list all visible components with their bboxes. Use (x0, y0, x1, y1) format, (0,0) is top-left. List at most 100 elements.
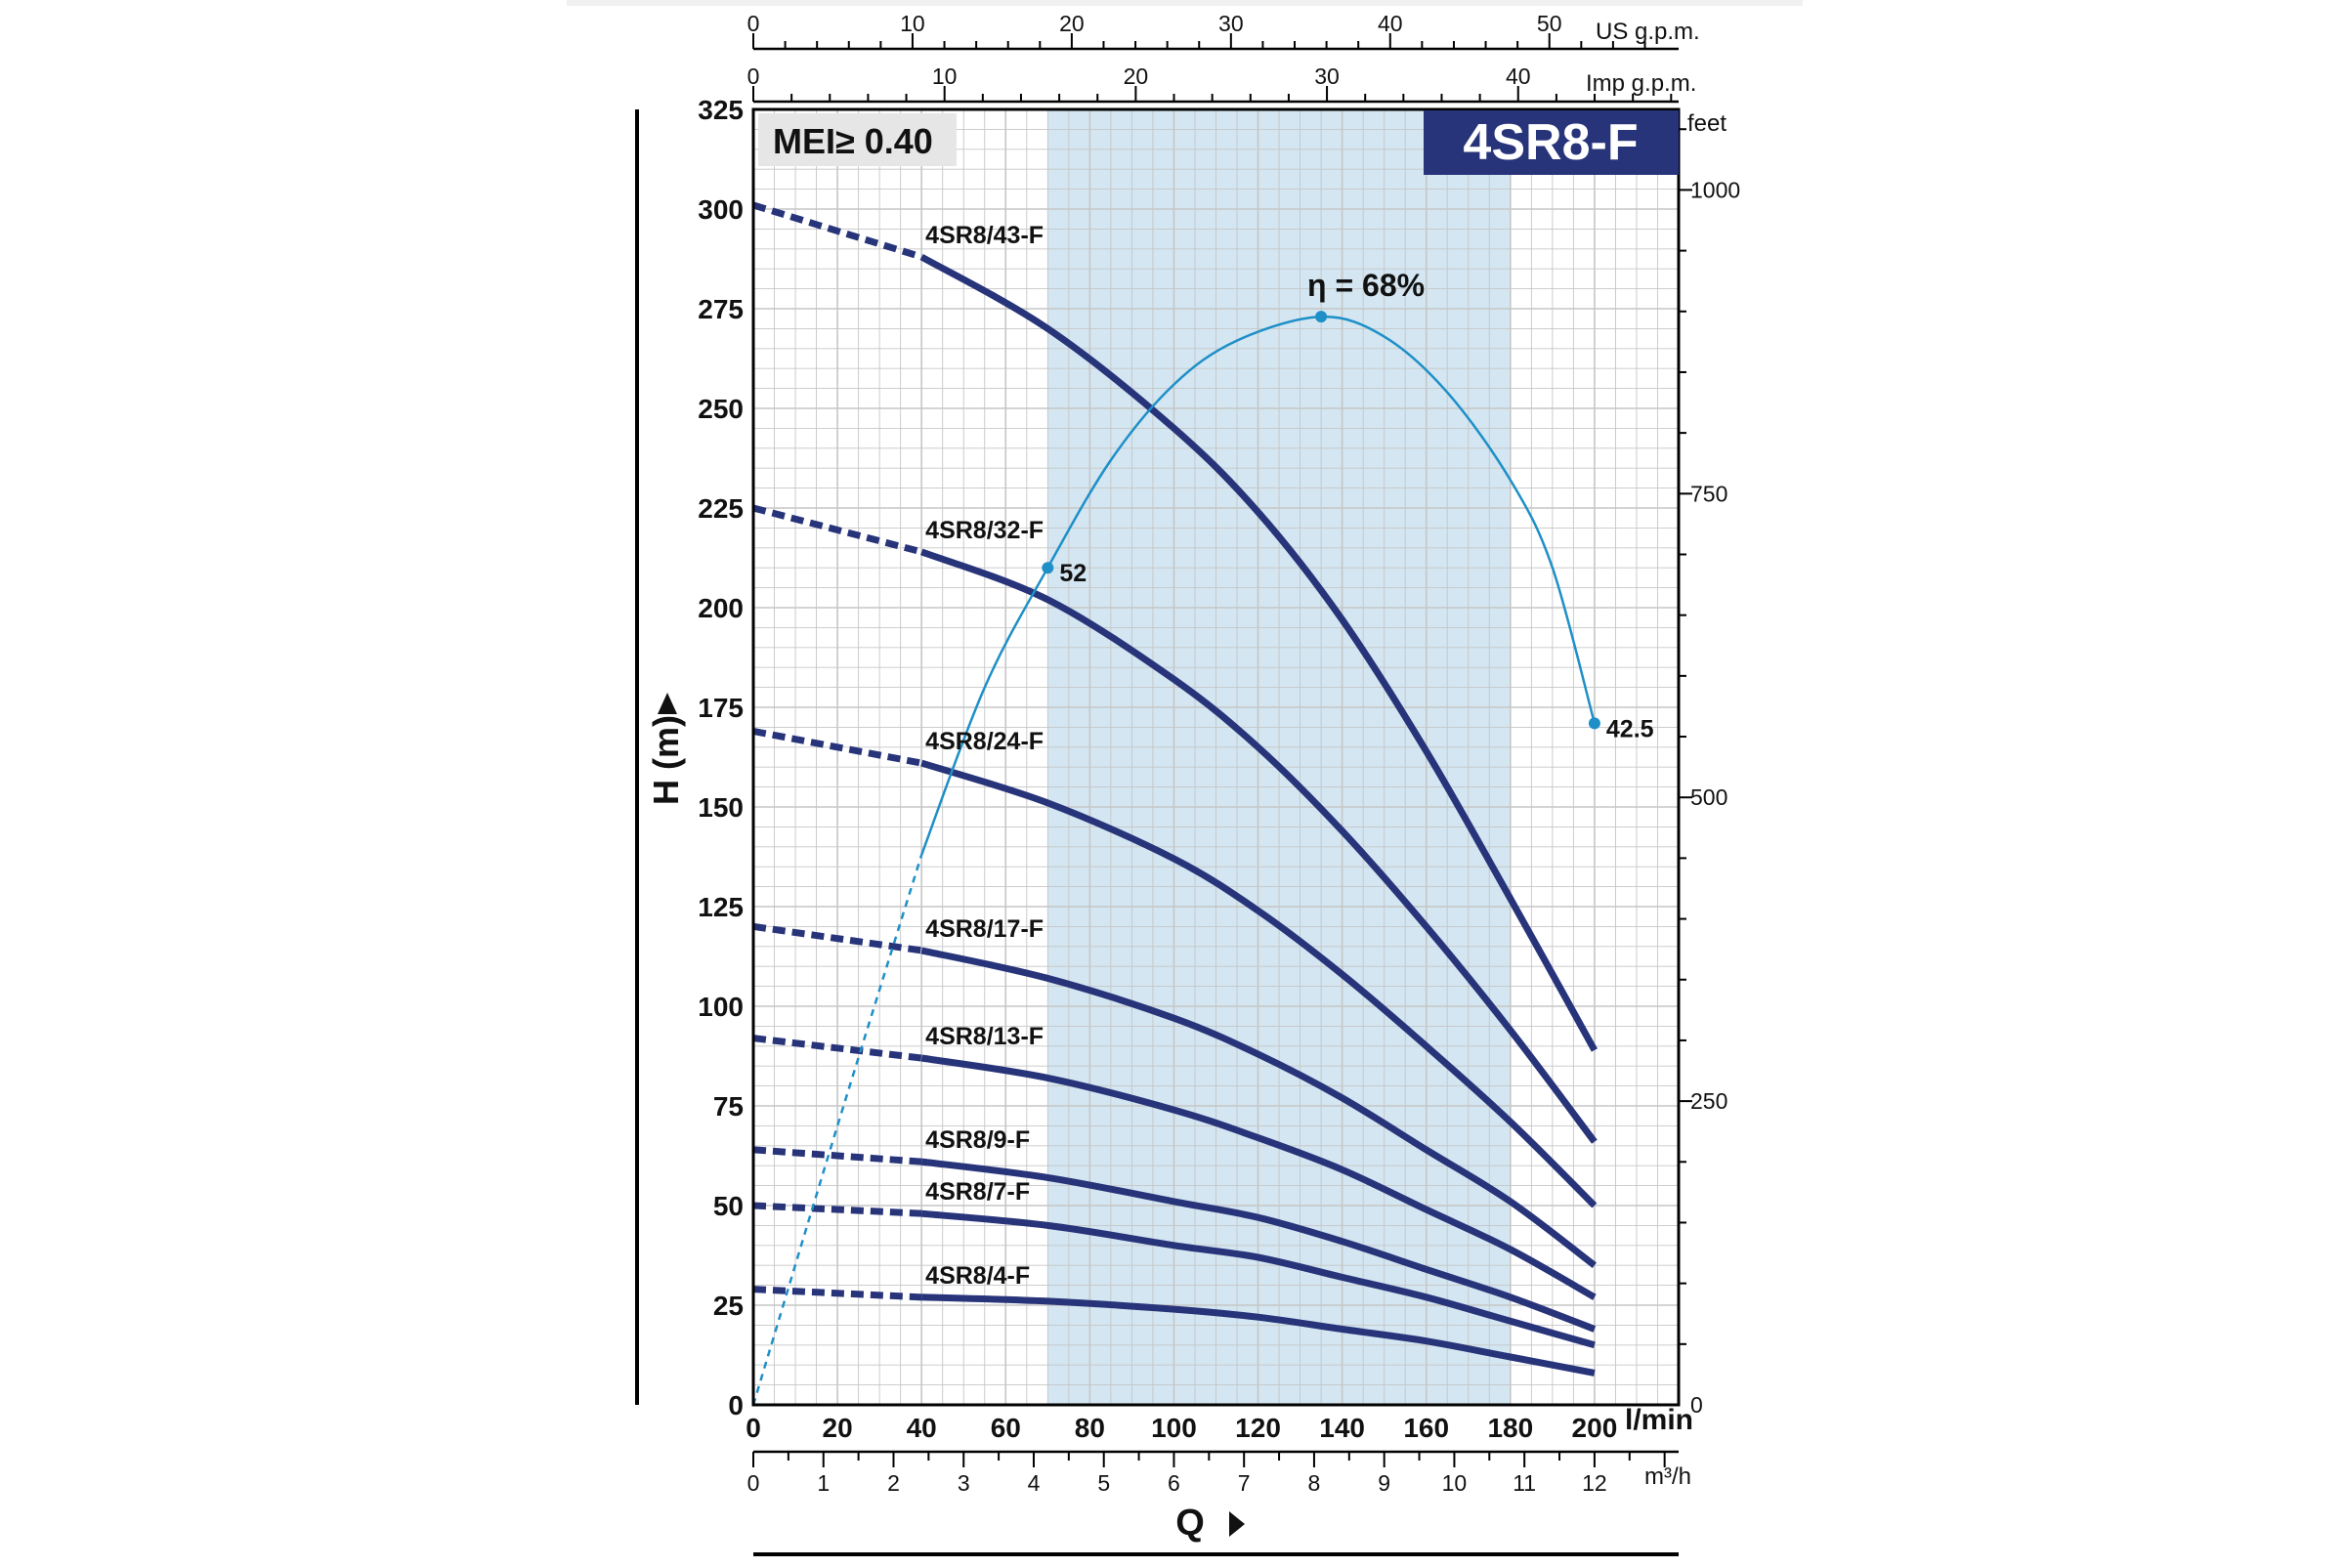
m3h-tick-label: 10 (1442, 1470, 1468, 1496)
curve-label: 4SR8/4-F (925, 1262, 1030, 1290)
m3h-tick-label: 4 (1028, 1470, 1041, 1496)
pump-curve-dashed (753, 1035, 922, 1062)
impgpm-tick-label: 20 (1124, 64, 1149, 89)
m3h-tick-label: 11 (1513, 1470, 1536, 1496)
curve-label: 4SR8/17-F (925, 915, 1044, 943)
m3h-tick-label: 5 (1097, 1470, 1110, 1496)
curve-label: 4SR8/13-F (925, 1023, 1044, 1050)
efficiency-curve-group: 52 42.5 (751, 311, 1654, 1406)
pump-curve-dashed (753, 504, 923, 556)
curve-label: 4SR8/43-F (925, 222, 1044, 249)
m3h-tick-label: 2 (887, 1470, 900, 1496)
curve-label: 4SR8/7-F (925, 1178, 1030, 1206)
x-tick-label: 140 (1319, 1413, 1365, 1443)
pump-curve-dashed (753, 201, 923, 261)
impgpm-tick-label: 40 (1506, 64, 1531, 89)
feet-tick-label: 500 (1690, 784, 1727, 810)
y-tick-label: 25 (713, 1291, 744, 1321)
pump-curve (920, 1209, 1596, 1349)
feet-tick-label: 0 (1690, 1392, 1703, 1418)
chart-title: 4SR8-F (1463, 114, 1638, 171)
y-tick-label: 50 (713, 1191, 744, 1221)
usgpm-tick-label: 40 (1378, 11, 1403, 36)
efficiency-marker (1315, 311, 1328, 323)
pump-curves (753, 201, 1598, 1377)
usgpm-tick-label: 50 (1537, 11, 1562, 36)
m3h-tick-label: 6 (1168, 1470, 1180, 1496)
y-axis-label: H (m) (646, 715, 686, 805)
efficiency-marker-label: 42.5 (1606, 715, 1654, 742)
pump-curve (919, 548, 1598, 1144)
y-tick-label: 175 (698, 693, 744, 723)
efficiency-marker (1588, 717, 1600, 730)
m3h-tick-label: 0 (747, 1470, 760, 1496)
y-tick-label: 225 (698, 493, 744, 524)
pump-curve (919, 253, 1598, 1052)
x-tick-label: 120 (1235, 1413, 1281, 1443)
usgpm-tick-label: 30 (1218, 11, 1244, 36)
pump-curve (921, 1293, 1596, 1377)
y-tick-label: 275 (698, 294, 744, 324)
mei-badge-text: MEI≥ 0.40 (773, 121, 933, 161)
pump-curve-dashed (753, 1286, 922, 1301)
efficiency-marker (1042, 562, 1054, 574)
y-tick-label: 325 (698, 95, 744, 125)
m3h-tick-label: 7 (1238, 1470, 1251, 1496)
x-unit-top1: US g.p.m. (1596, 19, 1700, 45)
x-tick-label: 80 (1075, 1413, 1105, 1443)
curve-label: 4SR8/24-F (925, 728, 1044, 755)
x-tick-label: 160 (1403, 1413, 1449, 1443)
y-tick-label: 125 (698, 892, 744, 922)
x-tick-label: 40 (907, 1413, 937, 1443)
feet-tick-label: 250 (1690, 1088, 1727, 1114)
pump-curve (920, 947, 1598, 1268)
y-tick-label: 75 (713, 1091, 744, 1122)
y-tick-label: 0 (728, 1390, 744, 1420)
efficiency-curve (920, 315, 1597, 856)
usgpm-tick-label: 10 (900, 11, 925, 36)
y-tick-label: 300 (698, 194, 744, 225)
pump-curve-dashed (753, 922, 922, 954)
curve-label: 4SR8/9-F (925, 1126, 1030, 1154)
x-tick-label: 200 (1572, 1413, 1618, 1443)
feet-tick-label: 1000 (1690, 177, 1740, 202)
pump-curve-dashed (753, 1202, 922, 1217)
y-tick-label: 150 (698, 792, 744, 823)
x-axis-arrow-icon (1229, 1511, 1245, 1537)
top-strip (567, 0, 1803, 6)
m3h-tick-label: 12 (1582, 1470, 1607, 1496)
y-tick-label: 200 (698, 593, 744, 623)
pump-curve (920, 1054, 1597, 1300)
pump-curve (920, 1158, 1597, 1333)
m3h-tick-label: 8 (1308, 1470, 1321, 1496)
x-tick-label: 20 (823, 1413, 853, 1443)
x-tick-label: 0 (746, 1413, 761, 1443)
pump-curve-dashed (753, 728, 922, 767)
y-axis-arrow-icon (658, 693, 677, 714)
y-tick-label: 250 (698, 394, 744, 424)
mei-badge (758, 113, 957, 166)
m3h-tick-label: 3 (958, 1470, 970, 1496)
curve-labels: 4SR8/43-F 4SR8/32-F 4SR8/24-F 4SR8/17-F 4SR8… (925, 222, 1044, 1290)
y-unit-right: feet (1687, 110, 1727, 137)
impgpm-tick-label: 10 (932, 64, 958, 89)
x-unit-main: l/min (1625, 1404, 1693, 1436)
curve-label: 4SR8/32-F (925, 517, 1044, 544)
x-tick-label: 100 (1151, 1413, 1197, 1443)
x-axis-label: Q (1175, 1503, 1205, 1544)
x-tick-label: 60 (991, 1413, 1021, 1443)
x-unit-top2: Imp g.p.m. (1586, 70, 1696, 97)
x-unit-bottom: m³/h (1644, 1463, 1691, 1490)
m3h-tick-label: 1 (817, 1470, 830, 1496)
usgpm-tick-label: 20 (1059, 11, 1085, 36)
pump-curve (920, 759, 1598, 1208)
usgpm-tick-label: 0 (747, 11, 760, 36)
efficiency-label: η = 68% (1307, 268, 1425, 303)
title-box (1424, 110, 1679, 175)
x-tick-label: 180 (1487, 1413, 1533, 1443)
impgpm-tick-label: 0 (747, 64, 760, 89)
m3h-tick-label: 9 (1378, 1470, 1390, 1496)
